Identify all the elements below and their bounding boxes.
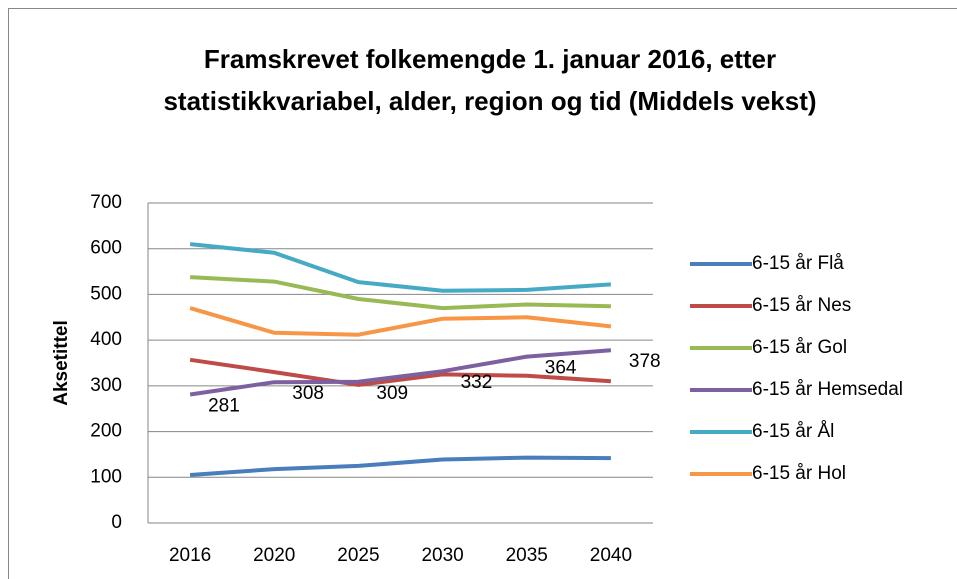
x-tick-label: 2035 <box>506 545 548 566</box>
line <box>189 275 611 311</box>
y-tick-label: 400 <box>90 329 122 350</box>
x-tick-label: 2020 <box>253 545 295 566</box>
line <box>189 242 612 293</box>
chart-border <box>8 8 957 579</box>
data-label: 309 <box>376 383 408 404</box>
data-label: 332 <box>461 372 493 393</box>
y-tick-label: 700 <box>90 192 122 213</box>
line <box>189 455 611 477</box>
x-tick-label: 2030 <box>421 545 463 566</box>
y-tick-label: 100 <box>90 466 122 487</box>
line <box>189 357 612 387</box>
y-tick-label: 300 <box>90 375 122 396</box>
y-tick-label: 500 <box>90 283 122 304</box>
y-tick-label: 0 <box>111 512 122 533</box>
line <box>189 306 612 337</box>
y-tick-label: 600 <box>90 238 122 259</box>
data-label: 308 <box>292 383 324 404</box>
x-tick-label: 2040 <box>590 545 632 566</box>
data-label: 364 <box>545 358 577 379</box>
x-tick-label: 2025 <box>337 545 379 566</box>
x-tick-label: 2016 <box>169 545 211 566</box>
legend-label: 6-15 år Ål <box>752 421 834 442</box>
y-tick-label: 200 <box>90 421 122 442</box>
data-label: 281 <box>208 396 240 417</box>
legend-label: 6-15 år Flå <box>752 253 844 274</box>
legend-label: 6-15 år Hemsedal <box>752 379 903 400</box>
legend-label: 6-15 år Hol <box>752 463 846 484</box>
data-label: 378 <box>629 351 661 372</box>
legend-label: 6-15 år Nes <box>752 295 851 316</box>
legend-label: 6-15 år Gol <box>752 337 847 358</box>
chart-title: Framskrevet folkemengde 1. januar 2016, … <box>163 44 817 116</box>
line <box>189 348 612 397</box>
y-axis-label: Aksetittel <box>51 320 72 406</box>
